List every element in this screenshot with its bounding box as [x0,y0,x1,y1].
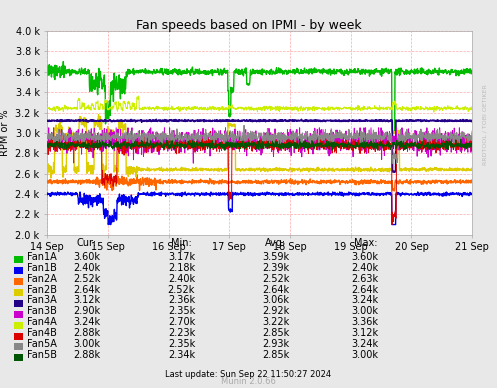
Text: 3.12k: 3.12k [74,295,100,305]
Text: 3.24k: 3.24k [74,317,100,327]
Text: 2.35k: 2.35k [168,306,195,316]
Text: Fan4A: Fan4A [27,317,57,327]
Text: Fan5A: Fan5A [27,339,57,349]
Text: 2.36k: 2.36k [168,295,195,305]
Text: 2.64k: 2.64k [352,284,379,294]
Text: 2.90k: 2.90k [74,306,100,316]
Text: 3.59k: 3.59k [262,252,289,262]
Text: 2.63k: 2.63k [352,274,379,284]
Text: Min:: Min: [171,238,192,248]
Text: 2.52k: 2.52k [167,284,195,294]
Text: Max:: Max: [353,238,377,248]
Text: RRDTOOL / TOBI OETIKER: RRDTOOL / TOBI OETIKER [482,84,487,165]
Text: 2.35k: 2.35k [168,339,195,349]
Text: 2.70k: 2.70k [168,317,195,327]
Text: 2.18k: 2.18k [168,263,195,273]
Text: 3.22k: 3.22k [262,317,289,327]
Text: Fan1A: Fan1A [27,252,57,262]
Text: 2.85k: 2.85k [262,328,289,338]
Text: 3.24k: 3.24k [352,339,379,349]
Text: Fan2A: Fan2A [27,274,57,284]
Text: 3.36k: 3.36k [352,317,379,327]
Text: 3.60k: 3.60k [74,252,100,262]
Text: 2.39k: 2.39k [262,263,289,273]
Text: Fan3B: Fan3B [27,306,57,316]
Y-axis label: RPM or %: RPM or % [0,109,10,156]
Text: 3.00k: 3.00k [74,339,100,349]
Text: Fan4B: Fan4B [27,328,57,338]
Text: Fan speeds based on IPMI - by week: Fan speeds based on IPMI - by week [136,19,361,33]
Text: 2.64k: 2.64k [262,284,289,294]
Text: 3.60k: 3.60k [352,252,379,262]
Text: 3.17k: 3.17k [168,252,195,262]
Text: 3.00k: 3.00k [352,306,379,316]
Text: 2.64k: 2.64k [74,284,100,294]
Text: Fan5B: Fan5B [27,350,57,360]
Text: 2.40k: 2.40k [352,263,379,273]
Text: 3.06k: 3.06k [262,295,289,305]
Text: 2.40k: 2.40k [74,263,100,273]
Text: Munin 2.0.66: Munin 2.0.66 [221,377,276,386]
Text: 2.88k: 2.88k [74,328,100,338]
Text: 3.12k: 3.12k [352,328,379,338]
Text: 2.92k: 2.92k [262,306,289,316]
Text: 3.00k: 3.00k [352,350,379,360]
Text: 2.85k: 2.85k [262,350,289,360]
Text: Fan2B: Fan2B [27,284,57,294]
Text: 2.88k: 2.88k [74,350,100,360]
Text: 2.52k: 2.52k [262,274,290,284]
Text: Fan3A: Fan3A [27,295,57,305]
Text: Fan1B: Fan1B [27,263,57,273]
Text: Avg:: Avg: [265,238,286,248]
Text: 2.34k: 2.34k [168,350,195,360]
Text: Last update: Sun Sep 22 11:50:27 2024: Last update: Sun Sep 22 11:50:27 2024 [166,370,331,379]
Text: 2.40k: 2.40k [168,274,195,284]
Text: 2.93k: 2.93k [262,339,289,349]
Text: Cur:: Cur: [77,238,97,248]
Text: 2.23k: 2.23k [168,328,195,338]
Text: 2.52k: 2.52k [73,274,101,284]
Text: 3.24k: 3.24k [352,295,379,305]
